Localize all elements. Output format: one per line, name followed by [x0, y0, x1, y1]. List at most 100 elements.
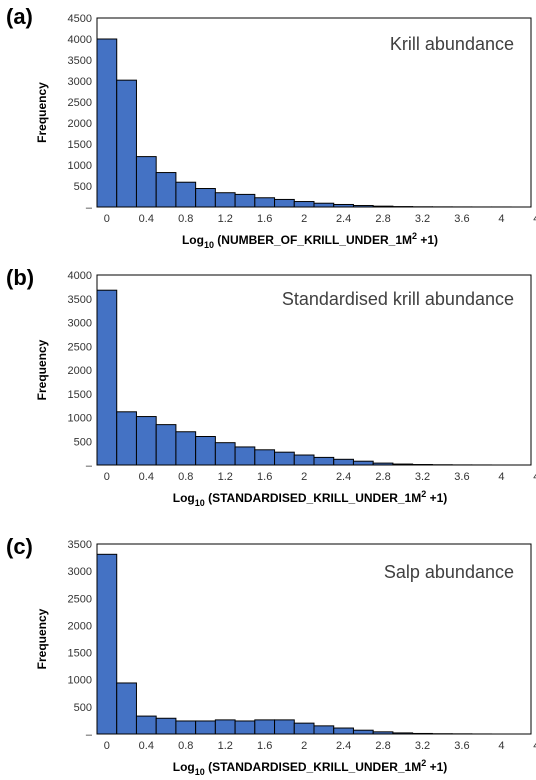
panel-c-bar	[274, 719, 295, 735]
panel-c-x-tick-label: 4	[498, 740, 504, 752]
panel-b-bar	[96, 289, 118, 466]
panel-a-y-tick-label: 3000	[68, 76, 92, 88]
panel-a-bar	[313, 202, 335, 208]
panel-b-x-tick-label: 1.2	[218, 471, 233, 483]
panel-c-bar	[293, 722, 315, 735]
panel-a-bar	[352, 205, 374, 208]
panel-c-y-tick-label: 2000	[68, 620, 92, 632]
panel-a-bar	[274, 198, 295, 208]
panel-b-y-tick-label: 500	[74, 436, 92, 448]
panel-a-y-tick-label: 4500	[68, 13, 92, 25]
panel-a-bar	[135, 156, 157, 208]
panel-c-x-axis-label-part: (STANDARDISED_KRILL_UNDER_1M	[205, 760, 421, 774]
panel-a-y-axis-label: Frequency	[35, 82, 49, 143]
panel-b-x-axis-label-part: 2	[421, 489, 426, 499]
panel-a-x-tick-label: 3.6	[454, 213, 469, 225]
panel-b-x-axis-label: Log10 (STANDARDISED_KRILL_UNDER_1M2 +1)	[173, 489, 448, 508]
panel-c-bar	[352, 729, 374, 735]
panel-a-x-tick-label: 4.4	[533, 213, 536, 225]
panel-a-x-tick-label: 1.6	[257, 213, 272, 225]
panel-a-bar	[293, 201, 315, 208]
panel-c-y-tick-label: 2500	[68, 593, 92, 605]
panel-a-bar	[234, 193, 256, 208]
panel-c-y-tick-label: 500	[74, 702, 92, 714]
panel-b-bar	[372, 462, 394, 466]
panel-c-bar	[175, 720, 197, 735]
panel-a-bar	[372, 205, 394, 208]
panel-b-bar	[313, 456, 335, 466]
panel-b-y-tick-label: 4000	[68, 270, 92, 282]
panel-a-x-axis-label-part: 2	[412, 231, 417, 241]
panel-c-x-tick-label: 3.2	[415, 740, 430, 752]
panel-c-bar	[234, 720, 256, 735]
panel-c-bar	[214, 719, 236, 735]
panel-b-bar	[155, 424, 177, 466]
panel-a-y-tick-label: 1500	[68, 139, 92, 151]
panel-b-y-tick-label: 3000	[68, 318, 92, 330]
panel-c-bar	[116, 682, 137, 735]
panel-c-bar	[96, 553, 118, 735]
panel-b-x-axis-label-part: (STANDARDISED_KRILL_UNDER_1M	[205, 491, 421, 505]
panel-a-x-tick-label: 2	[301, 213, 307, 225]
panel-c-bar	[254, 719, 276, 735]
panel-c-x-axis-label: Log10 (STANDARDISED_KRILL_UNDER_1M2 +1)	[173, 758, 448, 777]
panel-b-bar	[175, 431, 197, 466]
panel-a-annotation: Krill abundance	[390, 34, 514, 54]
panel-b-x-tick-label: 0.8	[178, 471, 193, 483]
panel-c-x-tick-label: 0.8	[178, 740, 193, 752]
panel-b-x-axis-label-part: +1)	[426, 491, 447, 505]
panel-a-x-tick-label: 2.4	[336, 213, 351, 225]
panel-b-x-axis-label-part: 10	[195, 498, 205, 508]
panel-c-bar	[412, 732, 433, 735]
panel-b-y-tick-label: 2000	[68, 365, 92, 377]
panel-b-bar	[116, 411, 137, 466]
panel-a-bar	[254, 197, 276, 208]
panel-a-x-axis-label-part: 10	[204, 240, 214, 250]
panel-c-x-tick-label: 2.4	[336, 740, 351, 752]
panel-a-x-tick-label: 4	[498, 213, 504, 225]
panel-a-x-tick-label: 1.2	[218, 213, 233, 225]
panel-c-bar	[195, 720, 216, 735]
panel-a-bar	[96, 38, 118, 208]
panel-a-y-tick-label: 1000	[68, 160, 92, 172]
panel-a-y-tick-label: 500	[74, 181, 92, 193]
panel-b-x-tick-label: 4	[498, 471, 504, 483]
panel-b-x-tick-label: 0.4	[139, 471, 154, 483]
panel-a-x-tick-label: 0.8	[178, 213, 193, 225]
panel-b-y-tick-label: 2500	[68, 341, 92, 353]
panel-b-y-tick-label: 1500	[68, 389, 92, 401]
panel-b-x-tick-label: 1.6	[257, 471, 272, 483]
panel-b-x-tick-label: 0	[104, 471, 110, 483]
panel-c-x-tick-label: 4.4	[533, 740, 536, 752]
panel-b-x-tick-label: 2.8	[375, 471, 390, 483]
panel-c-x-tick-label: 0.4	[139, 740, 154, 752]
panel-b-label: (b)	[6, 265, 34, 290]
panel-c-y-tick-label: 1500	[68, 648, 92, 660]
panel-c-x-axis-label-part: 10	[195, 767, 205, 777]
panel-a-bar	[333, 203, 354, 208]
panel-c-x-tick-label: 2.8	[375, 740, 390, 752]
panel-b-bar	[135, 416, 157, 466]
panel-b-annotation: Standardised krill abundance	[282, 289, 514, 309]
panel-b-x-tick-label: 2.4	[336, 471, 351, 483]
panel-a-x-tick-label: 3.2	[415, 213, 430, 225]
panel-b-bar	[214, 442, 236, 466]
panel-a-bar	[175, 181, 197, 208]
panel-c-y-tick-label: 1000	[68, 675, 92, 687]
panel-c-y-tick-label: 3500	[68, 539, 92, 551]
panel-a-y-tick-label: 2000	[68, 118, 92, 130]
panel-a-y-tick-label: 4000	[68, 34, 92, 46]
panel-a-x-tick-label: 2.8	[375, 213, 390, 225]
panel-a-x-axis-label-part: (NUMBER_OF_KRILL_UNDER_1M	[214, 233, 412, 247]
panel-b-bar	[333, 458, 354, 466]
panel-c-x-tick-label: 1.6	[257, 740, 272, 752]
panel-a-x-axis-label: Log10 (NUMBER_OF_KRILL_UNDER_1M2 +1)	[182, 231, 438, 250]
panel-c-x-axis-label-part: 2	[421, 758, 426, 768]
panel-b-bar	[254, 449, 276, 466]
panel-b-x-tick-label: 2	[301, 471, 307, 483]
panel-c-annotation: Salp abundance	[384, 562, 514, 582]
panel-c-bar	[155, 717, 177, 735]
panel-c-bar	[372, 731, 394, 735]
panel-c-x-tick-label: 3.6	[454, 740, 469, 752]
panel-b-x-tick-label: 4.4	[533, 471, 536, 483]
